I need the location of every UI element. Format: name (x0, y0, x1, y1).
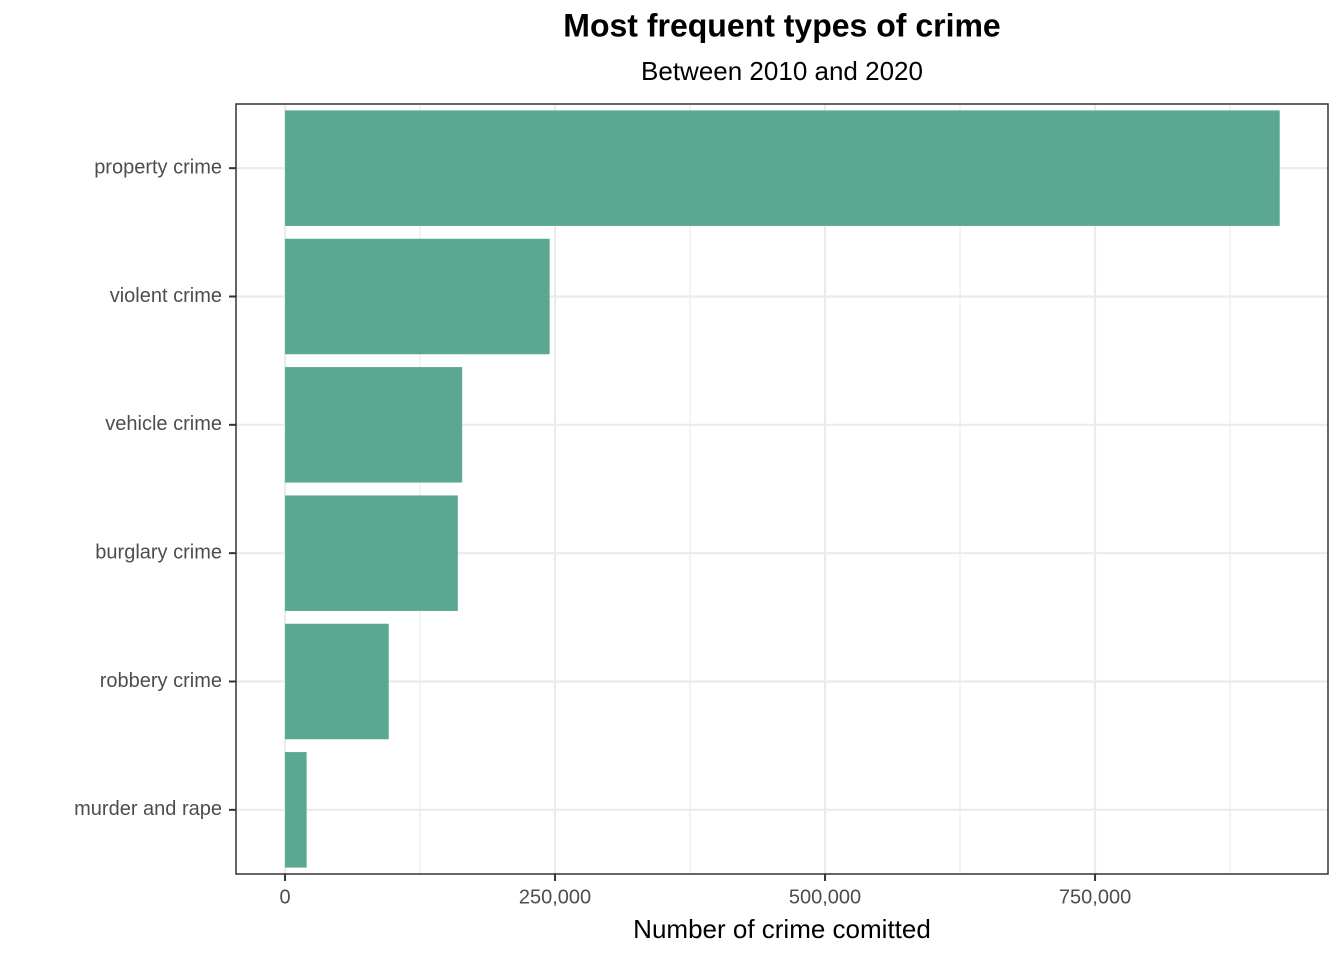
x-tick-label: 250,000 (519, 886, 591, 908)
y-tick-label: burglary crime (95, 541, 222, 563)
x-tick-label: 750,000 (1059, 886, 1131, 908)
chart-title: Most frequent types of crime (563, 7, 1000, 43)
x-tick-label: 500,000 (789, 886, 861, 908)
y-tick-label: property crime (94, 156, 222, 178)
y-tick-label: robbery crime (100, 670, 222, 692)
panel-border (235, 103, 1329, 875)
y-tick-label: violent crime (110, 285, 222, 307)
bar (285, 367, 463, 483)
x-tick-label: 0 (279, 886, 290, 908)
y-tick-label: vehicle crime (105, 413, 222, 435)
bar (285, 110, 1280, 226)
bar (285, 752, 307, 868)
bar (285, 623, 389, 740)
x-axis-title: Number of crime comitted (633, 914, 931, 944)
bar (285, 238, 550, 355)
chart-subtitle: Between 2010 and 2020 (641, 56, 923, 86)
y-tick-label: murder and rape (74, 798, 222, 820)
bar (285, 495, 458, 611)
